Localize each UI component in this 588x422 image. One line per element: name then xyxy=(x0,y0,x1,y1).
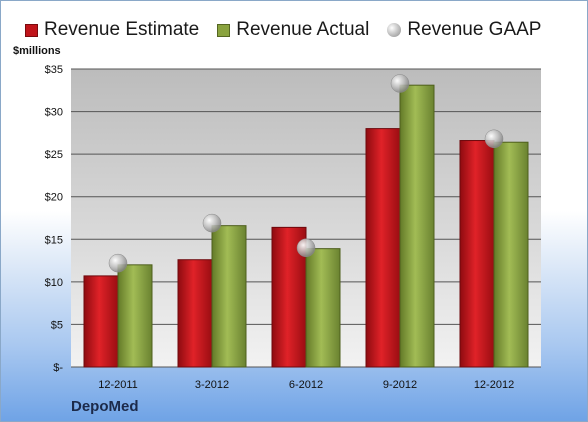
x-tick-label: 12-2011 xyxy=(98,379,138,391)
legend-swatch-estimate xyxy=(25,23,38,37)
y-tick-label: $25 xyxy=(45,149,63,161)
gaap-markers xyxy=(108,74,504,273)
y-tick-label: $5 xyxy=(51,319,63,331)
marker-revenue-gaap xyxy=(108,253,128,273)
y-axis-ticks: $- $5 $10 $15 $20 $25 $30 $35 xyxy=(45,64,64,374)
x-tick-label: 3-2012 xyxy=(195,379,229,391)
bar-revenue-estimate xyxy=(177,259,213,368)
bar-revenue-actual xyxy=(117,264,153,368)
legend-swatch-actual xyxy=(217,23,231,37)
legend: Revenue Estimate Revenue Actual Revenue … xyxy=(25,17,541,43)
legend-label-gaap: Revenue GAAP xyxy=(407,19,542,40)
legend-item-gaap: Revenue GAAP xyxy=(387,19,541,41)
marker-revenue-gaap xyxy=(202,213,222,233)
legend-label-estimate: Revenue Estimate xyxy=(44,19,200,40)
legend-item-actual: Revenue Actual xyxy=(217,19,369,41)
y-tick-label: $- xyxy=(53,362,63,374)
bar-revenue-actual xyxy=(399,84,435,368)
legend-label-actual: Revenue Actual xyxy=(236,19,370,40)
marker-revenue-gaap xyxy=(296,238,316,258)
y-tick-label: $35 xyxy=(45,64,63,76)
bar-revenue-estimate xyxy=(459,140,495,368)
company-name: DepoMed xyxy=(71,398,139,415)
x-axis-ticks: 12-2011 3-2012 6-2012 9-2012 12-2012 xyxy=(98,379,514,391)
bar-revenue-actual xyxy=(493,141,529,368)
bar-revenue-estimate xyxy=(365,128,401,368)
y-tick-label: $30 xyxy=(45,107,63,119)
bar-revenue-actual xyxy=(211,225,247,368)
x-tick-label: 6-2012 xyxy=(289,379,323,391)
legend-item-estimate: Revenue Estimate xyxy=(25,19,199,41)
x-tick-label: 12-2012 xyxy=(474,379,514,391)
bar-revenue-actual xyxy=(305,248,341,368)
y-axis-unit-label: $millions xyxy=(13,45,61,57)
bar-revenue-estimate xyxy=(83,275,119,368)
marker-revenue-gaap xyxy=(390,74,410,93)
y-tick-label: $15 xyxy=(45,234,63,246)
marker-revenue-gaap xyxy=(484,129,504,149)
x-tick-label: 9-2012 xyxy=(383,379,417,391)
y-tick-label: $20 xyxy=(45,192,63,204)
y-tick-label: $10 xyxy=(45,277,63,289)
legend-swatch-gaap xyxy=(387,23,402,37)
